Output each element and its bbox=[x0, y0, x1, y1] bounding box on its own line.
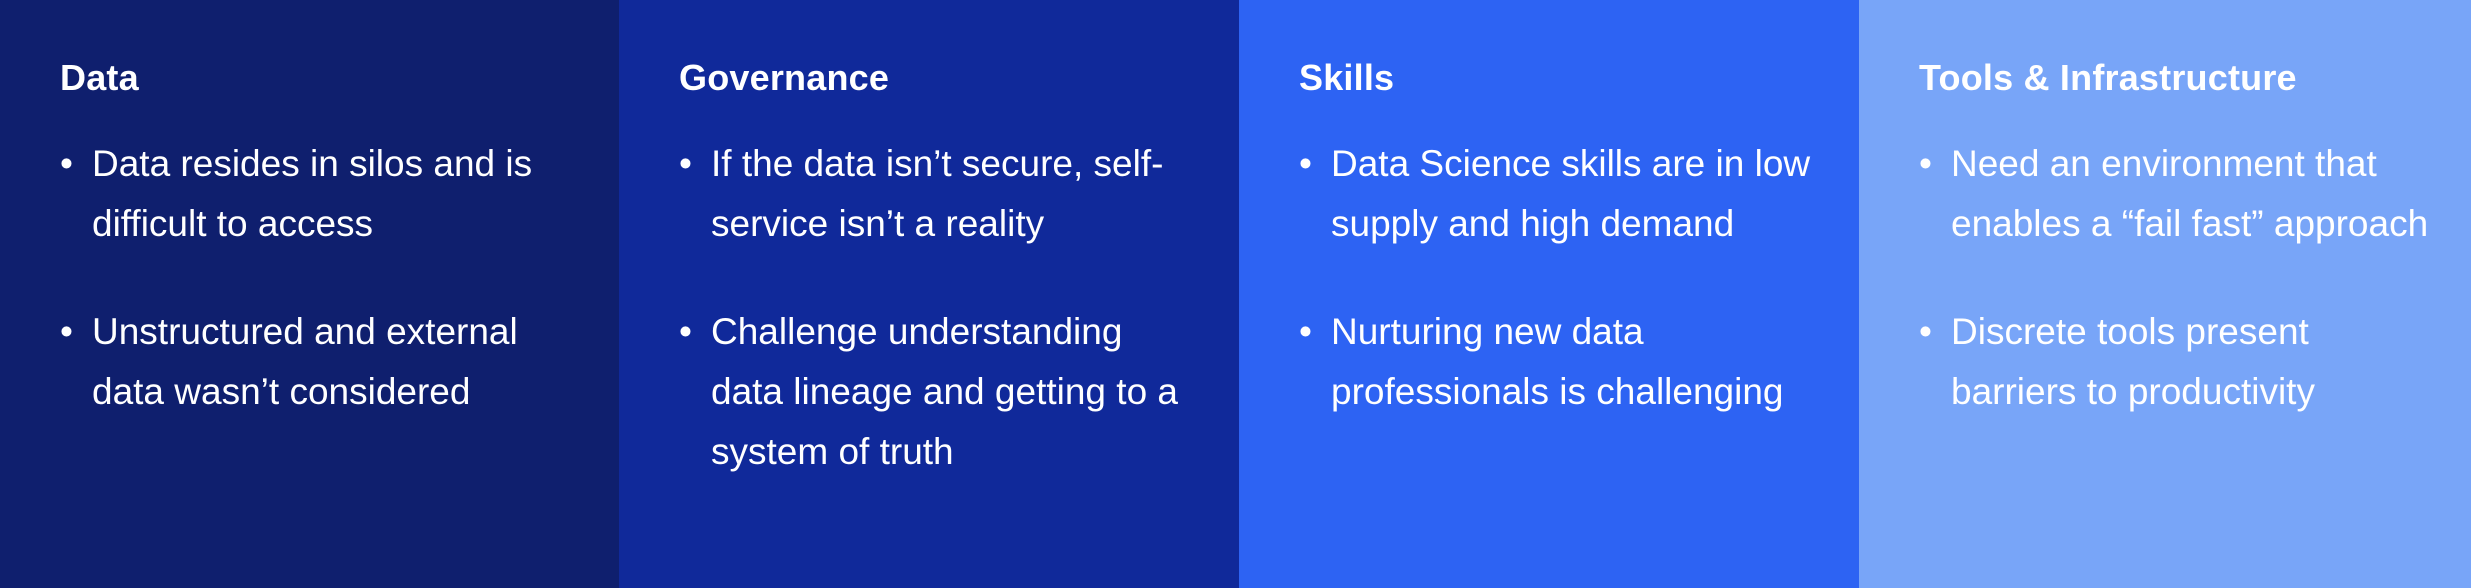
bullet-icon: • bbox=[1299, 311, 1312, 352]
panel-title: Governance bbox=[679, 57, 890, 98]
bullet-icon: • bbox=[1919, 143, 1932, 184]
bullet-list: • Data resides in silos and is difficult … bbox=[60, 134, 579, 422]
bullet-list: • Need an environment that enables a “fai… bbox=[1919, 134, 2431, 422]
bullet-list: • Data Science skills are in low supply a… bbox=[1299, 134, 1819, 422]
list-item: • Data Science skills are in low supply a… bbox=[1299, 134, 1819, 254]
panel-governance: Governance • If the data isn’t secure, se… bbox=[619, 0, 1239, 588]
panel-skills: Skills • Data Science skills are in low s… bbox=[1239, 0, 1859, 588]
list-item: • Data resides in silos and is difficult … bbox=[60, 134, 579, 254]
bullet-icon: • bbox=[679, 143, 692, 184]
panel-data: Data • Data resides in silos and is diffi… bbox=[0, 0, 619, 588]
list-item-text: Need an environment that enables a “fail… bbox=[1951, 143, 2429, 244]
list-item-text: Data resides in silos and is difficult t… bbox=[92, 143, 533, 244]
panel-tools-infrastructure: Tools & Infrastructure • Need an environm… bbox=[1859, 0, 2471, 588]
panel-title: Data bbox=[60, 57, 139, 98]
list-item-text: Nurturing new data professionals is chal… bbox=[1331, 311, 1784, 412]
bullet-icon: • bbox=[1299, 143, 1312, 184]
list-item-text: Unstructured and external data wasn’t co… bbox=[92, 311, 518, 412]
list-item: • If the data isn’t secure, self-service … bbox=[679, 134, 1199, 254]
list-item-text: If the data isn’t secure, self-service i… bbox=[711, 143, 1164, 244]
bullet-icon: • bbox=[1919, 311, 1932, 352]
bullet-icon: • bbox=[60, 143, 73, 184]
list-item: • Need an environment that enables a “fai… bbox=[1919, 134, 2431, 254]
list-item: • Challenge understanding data lineage an… bbox=[679, 302, 1199, 482]
list-item-text: Discrete tools present barriers to produ… bbox=[1951, 311, 2315, 412]
bullet-icon: • bbox=[679, 311, 692, 352]
bullet-icon: • bbox=[60, 311, 73, 352]
panel-title: Tools & Infrastructure bbox=[1919, 57, 2297, 98]
list-item: • Unstructured and external data wasn’t c… bbox=[60, 302, 579, 422]
list-item: • Nurturing new data professionals is cha… bbox=[1299, 302, 1819, 422]
list-item-text: Data Science skills are in low supply an… bbox=[1331, 143, 1811, 244]
list-item: • Discrete tools present barriers to prod… bbox=[1919, 302, 2431, 422]
panel-title: Skills bbox=[1299, 57, 1395, 98]
list-item-text: Challenge understanding data lineage and… bbox=[711, 311, 1178, 472]
bullet-list: • If the data isn’t secure, self-service … bbox=[679, 134, 1199, 482]
